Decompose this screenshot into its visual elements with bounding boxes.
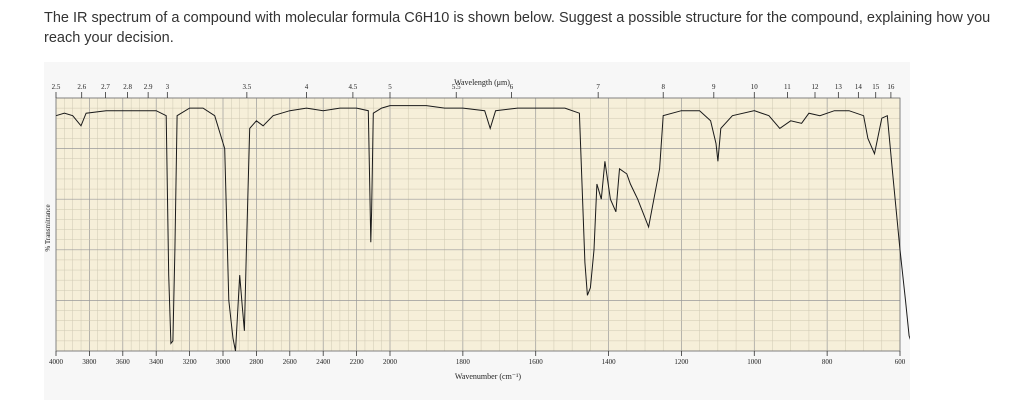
top-tick-label: 2.6 xyxy=(77,83,86,91)
top-tick-label: 2.5 xyxy=(52,83,61,91)
top-tick-label: 2.8 xyxy=(123,83,132,91)
bottom-tick-label: 4000 xyxy=(49,358,64,366)
bottom-tick-label: 3800 xyxy=(82,358,97,366)
bottom-tick-label: 2000 xyxy=(383,358,398,366)
top-tick-label: 7 xyxy=(596,83,600,91)
chart-frame xyxy=(55,97,901,352)
top-axis-label: Wavelength (μm) xyxy=(454,78,510,87)
top-tick-label: 6 xyxy=(510,83,514,91)
top-tick-label: 5.5 xyxy=(452,83,461,91)
bottom-tick-label: 2200 xyxy=(350,358,365,366)
top-tick-label: 2.7 xyxy=(101,83,110,91)
ir-spectrum-chart: 2.5 2.6 2.7 2.8 2.9 3 3.5 4 4.5 5 5.5 6 7 8 9 10 11 12 13 1… xyxy=(44,78,910,381)
bottom-tick-label: 800 xyxy=(822,358,833,366)
top-tick-label: 15 xyxy=(872,83,880,91)
top-tick-label: 4.5 xyxy=(349,83,358,91)
chart-paper xyxy=(56,98,900,351)
top-tick-label: 12 xyxy=(812,83,820,91)
question-text: The IR spectrum of a compound with molec… xyxy=(44,10,991,46)
bottom-tick-label: 1400 xyxy=(602,358,617,366)
bottom-tick-label: 600 xyxy=(895,358,906,366)
y-axis-label: % Transmittance xyxy=(44,204,52,251)
bottom-tick-label: 1200 xyxy=(674,358,689,366)
top-tick-label: 10 xyxy=(751,83,759,91)
top-tick-label: 14 xyxy=(855,83,863,91)
top-tick-label: 13 xyxy=(835,83,843,91)
bottom-tick-label: 3200 xyxy=(183,358,198,366)
top-tick-label: 11 xyxy=(784,83,791,91)
top-tick-label: 2.9 xyxy=(144,83,153,91)
bottom-axis-ticks: 4000 3800 3600 3400 3200 3000 2800 2600 2400 2200… xyxy=(49,351,906,366)
bottom-tick-label: 2600 xyxy=(283,358,298,366)
bottom-axis-label: Wavenumber (cm⁻¹) xyxy=(455,372,522,381)
top-tick-label: 16 xyxy=(887,83,895,91)
bottom-tick-label: 1000 xyxy=(747,358,762,366)
chart-grid xyxy=(55,97,901,352)
bottom-tick-label: 2400 xyxy=(316,358,331,366)
top-tick-label: 5 xyxy=(388,83,392,91)
bottom-tick-label: 3400 xyxy=(149,358,164,366)
top-tick-label: 3.5 xyxy=(242,83,251,91)
spectrum-trace xyxy=(55,105,910,352)
top-axis-ticks: 2.5 2.6 2.7 2.8 2.9 3 3.5 4 4.5 5 5.5 6 7 8 9 10 11 12 13 1… xyxy=(52,83,895,98)
bottom-tick-label: 1800 xyxy=(456,358,471,366)
bottom-tick-label: 3600 xyxy=(116,358,131,366)
ir-spectrum-figure: 2.5 2.6 2.7 2.8 2.9 3 3.5 4 4.5 5 5.5 6 7 8 9 10 11 12 13 1… xyxy=(44,62,910,400)
bottom-tick-label: 2800 xyxy=(249,358,264,366)
top-tick-label: 8 xyxy=(661,83,665,91)
bottom-tick-label: 3000 xyxy=(216,358,231,366)
top-tick-label: 4 xyxy=(305,83,309,91)
bottom-tick-label: 1600 xyxy=(529,358,544,366)
top-tick-label: 9 xyxy=(712,83,716,91)
top-tick-label: 3 xyxy=(166,83,170,91)
